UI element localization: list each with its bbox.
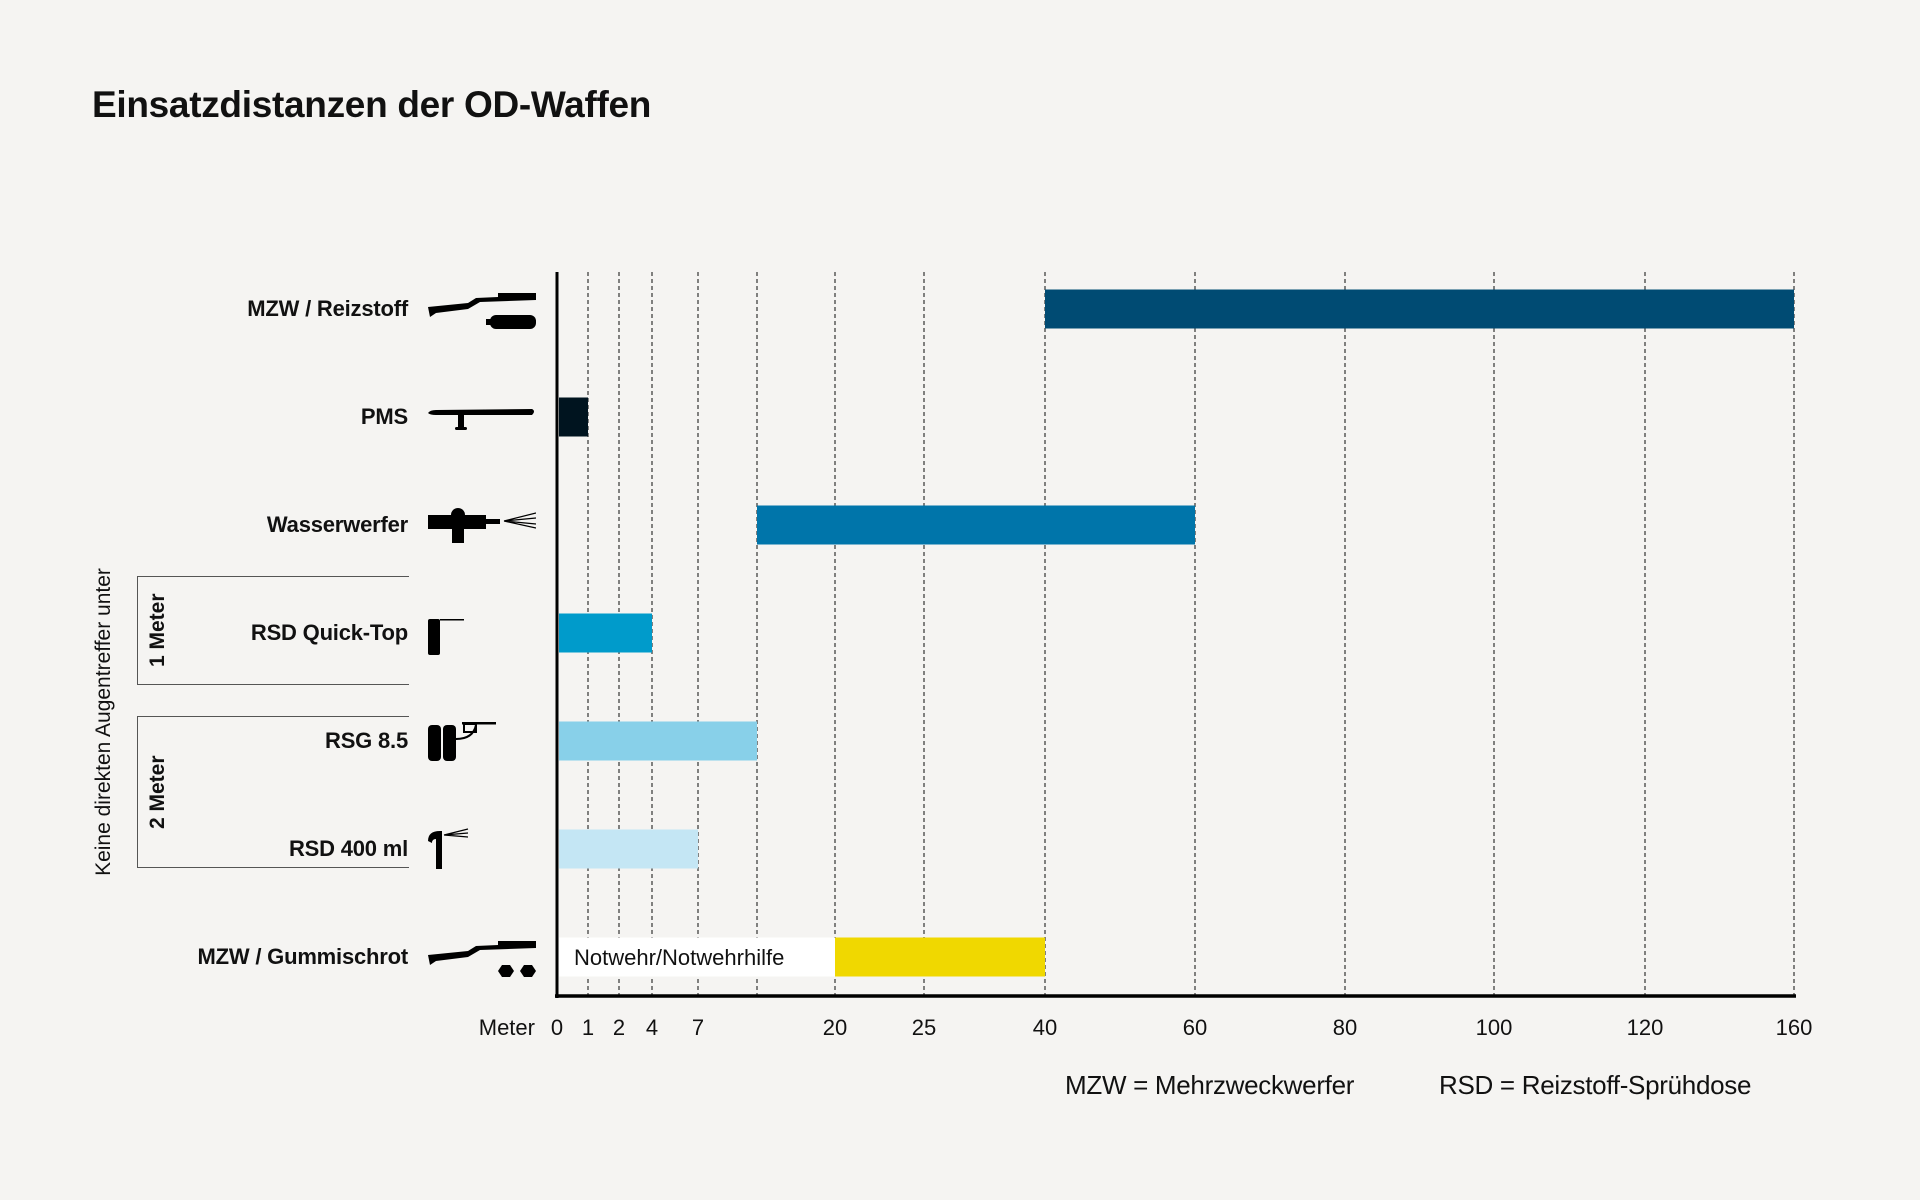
tick-label: 60 (1183, 1015, 1207, 1040)
tick-label: 2 (613, 1015, 625, 1040)
tick-label: 4 (646, 1015, 658, 1040)
tick-label: 40 (1033, 1015, 1057, 1040)
tick-label: 0 (551, 1015, 563, 1040)
chart-title: Einsatzdistanzen der OD-Waffen (92, 84, 652, 125)
launcher-with-rubber-shot-icon (428, 935, 536, 979)
annotation-label: Notwehr/Notwehrhilfe (574, 945, 784, 970)
tick-label: 100 (1476, 1015, 1513, 1040)
footnote-rsd: RSD = Reizstoff-Sprühdose (1439, 1070, 1752, 1100)
tick-label: 25 (912, 1015, 936, 1040)
bar-wasserwerfer (757, 505, 1195, 545)
spray-can-icon (428, 827, 536, 871)
footnote-mzw: MZW = Mehrzweckwerfer (1065, 1070, 1355, 1100)
row-label: MZW / Reizstoff (247, 296, 408, 321)
bar-pms (559, 397, 588, 437)
row-label: RSG 8.5 (325, 728, 408, 753)
bar-mzw-reizstoff (1045, 289, 1794, 329)
tick-label: 160 (1776, 1015, 1813, 1040)
launcher-with-canister-icon (428, 287, 536, 331)
row-label: RSD 400 ml (288, 836, 408, 861)
row-label: PMS (360, 404, 408, 429)
tick-label: 7 (692, 1015, 704, 1040)
tick-label: 80 (1333, 1015, 1357, 1040)
annotation-box (559, 937, 835, 977)
small-spray-can-icon (428, 611, 536, 655)
water-cannon-icon (428, 503, 537, 547)
tick-label: 1 (582, 1015, 594, 1040)
baton-icon (428, 395, 536, 439)
spray-device-tanks-icon (428, 719, 536, 763)
bar-mzw-gummischrot (835, 937, 1045, 977)
bar-rsg-8-5 (559, 721, 757, 761)
x-axis-label: Meter (479, 1015, 535, 1040)
row-label: Wasserwerfer (266, 512, 408, 537)
bracket-2-meter: 2 Meter (137, 716, 409, 868)
row-label: MZW / Gummischrot (197, 944, 409, 969)
bar-rsd-400-ml (559, 829, 698, 869)
tick-label: 120 (1627, 1015, 1664, 1040)
tick-label: 20 (823, 1015, 847, 1040)
bracket-1-meter: 1 Meter (137, 576, 409, 685)
bar-rsd-quick-top (559, 613, 652, 653)
row-label: RSD Quick-Top (250, 620, 408, 645)
